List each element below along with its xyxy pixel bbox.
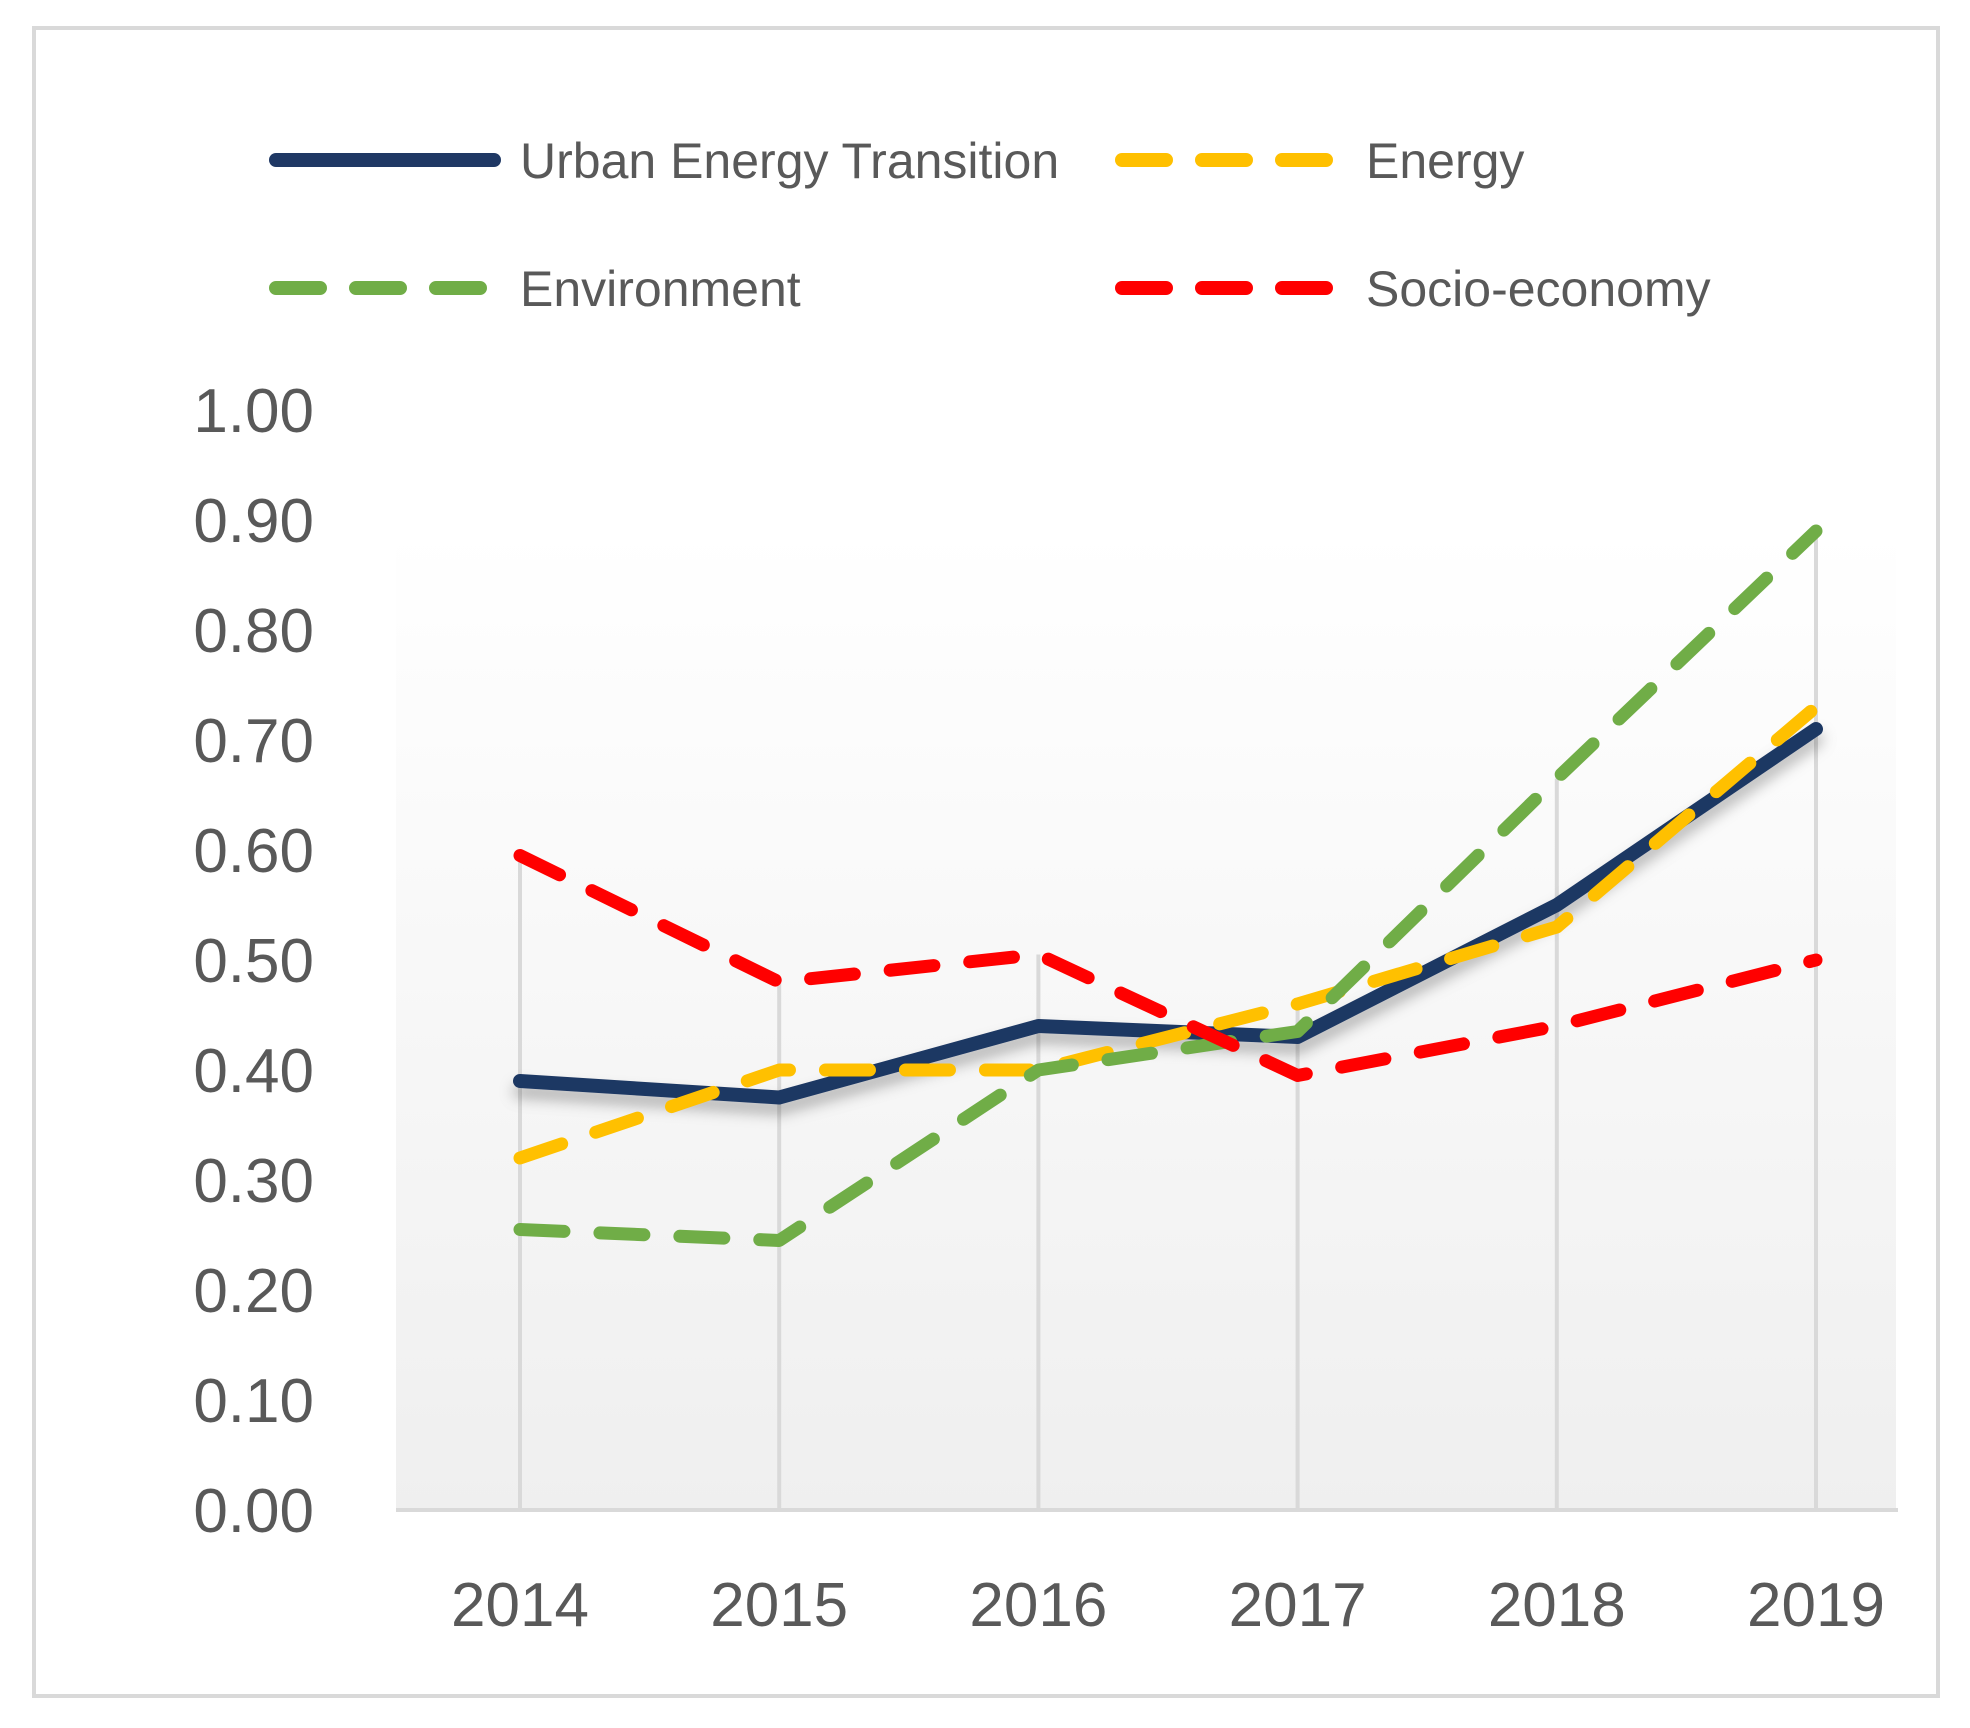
x-tick-label: 2015 bbox=[710, 1571, 848, 1640]
x-tick-label: 2017 bbox=[1229, 1571, 1367, 1640]
x-tick-label: 2014 bbox=[451, 1571, 589, 1640]
data-point-energy-2018 bbox=[1556, 926, 1558, 928]
y-tick-label: 0.90 bbox=[193, 487, 314, 556]
y-tick-label: 0.60 bbox=[193, 817, 314, 886]
data-point-energy-2014 bbox=[519, 1157, 521, 1159]
data-point-energy-2019 bbox=[1815, 706, 1817, 708]
data-point-energy-2017 bbox=[1297, 1003, 1299, 1005]
data-point-energy-2015 bbox=[778, 1069, 780, 1071]
series-line-socio-economy bbox=[513, 849, 1823, 1082]
legend-label: Energy bbox=[1366, 133, 1524, 189]
data-point-urban-energy-transition-2018 bbox=[1556, 904, 1558, 906]
x-tick-label: 2016 bbox=[969, 1571, 1107, 1640]
y-tick-label: 0.40 bbox=[193, 1037, 314, 1106]
line-chart: 0.00 0.10 0.20 0.30 0.40 0.50 0.60 0.70 0.80 0.90… bbox=[193, 133, 1898, 1640]
data-point-urban-energy-transition-2015 bbox=[778, 1097, 780, 1099]
data-point-environment-2018 bbox=[1556, 778, 1558, 780]
data-point-socio-economy-2014 bbox=[519, 855, 521, 857]
y-tick-label: 0.20 bbox=[193, 1257, 314, 1326]
series-socio-economy bbox=[513, 849, 1823, 1082]
data-point-environment-2015 bbox=[778, 1240, 780, 1242]
data-point-environment-2014 bbox=[519, 1229, 521, 1231]
data-point-socio-economy-2016 bbox=[1037, 954, 1039, 956]
x-tick-label: 2018 bbox=[1488, 1571, 1626, 1640]
data-point-socio-economy-2018 bbox=[1556, 1025, 1558, 1027]
data-point-environment-2017 bbox=[1297, 1031, 1299, 1033]
legend-item-environment: Environment bbox=[269, 261, 801, 317]
data-point-environment-2019 bbox=[1815, 530, 1817, 532]
y-tick-label: 0.00 bbox=[193, 1477, 314, 1546]
data-point-urban-energy-transition-2016 bbox=[1037, 1025, 1039, 1027]
y-tick-label: 0.70 bbox=[193, 707, 314, 776]
plot-area-background bbox=[396, 530, 1896, 1510]
data-point-socio-economy-2015 bbox=[778, 981, 780, 983]
data-point-socio-economy-2019 bbox=[1815, 959, 1817, 961]
y-tick-label: 1.00 bbox=[193, 377, 314, 446]
legend: Urban Energy Transition Energy Environment… bbox=[269, 133, 1711, 317]
y-tick-label: 0.30 bbox=[193, 1147, 314, 1216]
legend-item-urban-energy-transition: Urban Energy Transition bbox=[269, 133, 1059, 189]
chart-frame: 0.00 0.10 0.20 0.30 0.40 0.50 0.60 0.70 0.80 0.90… bbox=[32, 26, 1940, 1698]
x-tick-label: 2019 bbox=[1747, 1571, 1885, 1640]
legend-item-socio-economy: Socio-economy bbox=[1115, 261, 1711, 317]
series-line-energy bbox=[513, 700, 1823, 1165]
series-layer bbox=[513, 524, 1823, 1247]
y-tick-label: 0.80 bbox=[193, 597, 314, 666]
x-axis-ticks: 2014 2015 2016 2017 2018 2019 bbox=[451, 1571, 1885, 1640]
data-point-urban-energy-transition-2019 bbox=[1815, 728, 1817, 730]
series-energy bbox=[513, 700, 1823, 1165]
legend-label: Socio-economy bbox=[1366, 261, 1711, 317]
data-point-environment-2016 bbox=[1037, 1069, 1039, 1071]
y-axis-ticks: 0.00 0.10 0.20 0.30 0.40 0.50 0.60 0.70 0.80 0.90… bbox=[193, 377, 314, 1546]
legend-label: Urban Energy Transition bbox=[520, 133, 1059, 189]
y-tick-label: 0.10 bbox=[193, 1367, 314, 1436]
legend-label: Environment bbox=[520, 261, 801, 317]
legend-item-energy: Energy bbox=[1115, 133, 1524, 189]
data-point-urban-energy-transition-2014 bbox=[519, 1080, 521, 1082]
y-tick-label: 0.50 bbox=[193, 927, 314, 996]
data-point-socio-economy-2017 bbox=[1297, 1075, 1299, 1077]
